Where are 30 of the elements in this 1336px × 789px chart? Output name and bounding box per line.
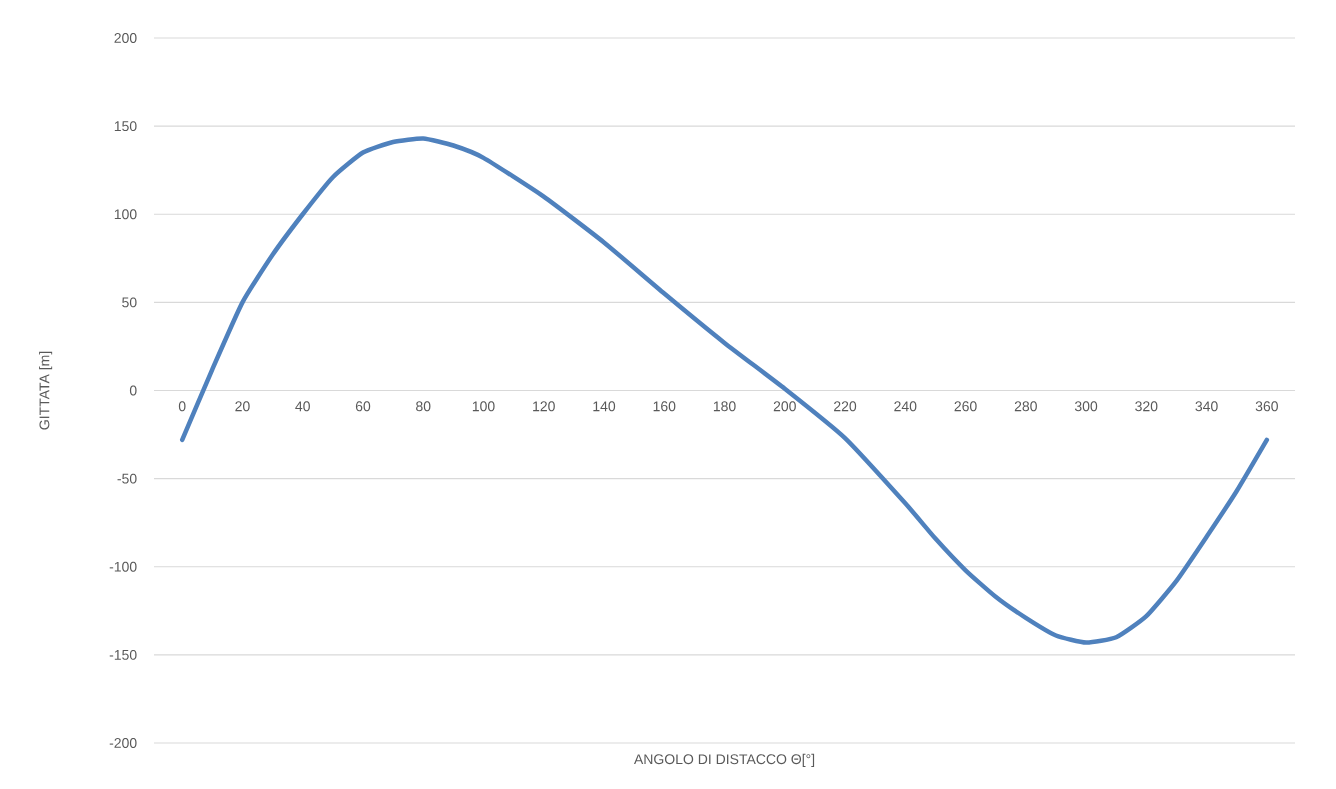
- x-tick-label: 280: [1014, 401, 1037, 412]
- y-axis-title: GITTATA [m]: [39, 351, 53, 430]
- x-tick-label: 80: [416, 401, 431, 412]
- y-tick-label: -50: [117, 473, 137, 484]
- y-tick-label: 150: [114, 121, 137, 132]
- y-tick-label: -200: [109, 738, 137, 748]
- x-tick-label: 320: [1135, 401, 1158, 412]
- x-tick-label: 0: [178, 401, 186, 412]
- y-tick-label: 200: [114, 33, 137, 43]
- y-tick-label: -100: [109, 561, 137, 572]
- x-tick-label: 100: [472, 401, 495, 412]
- x-tick-label: 360: [1255, 401, 1278, 412]
- x-tick-label: 60: [355, 401, 371, 412]
- x-tick-label: 200: [773, 401, 796, 412]
- x-axis-title: ANGOLO DI DISTACCO Θ[°]: [633, 753, 815, 767]
- x-tick-label: 340: [1195, 401, 1218, 412]
- x-tick-label: 260: [954, 401, 977, 412]
- x-tick-label: 180: [713, 401, 736, 412]
- x-tick-label: 140: [593, 401, 616, 412]
- y-tick-label: 50: [122, 297, 137, 308]
- x-tick-label: 160: [653, 401, 676, 412]
- x-tick-label: 120: [533, 401, 555, 412]
- y-tick-label: 0: [129, 385, 137, 396]
- x-tick-label: 220: [834, 401, 857, 412]
- x-tick-label: 20: [235, 401, 250, 412]
- y-tick-label: 100: [114, 209, 137, 220]
- x-tick-label: 40: [295, 401, 310, 412]
- x-tick-label: 240: [894, 401, 917, 412]
- y-tick-label: -150: [109, 649, 137, 660]
- x-tick-label: 300: [1074, 401, 1098, 412]
